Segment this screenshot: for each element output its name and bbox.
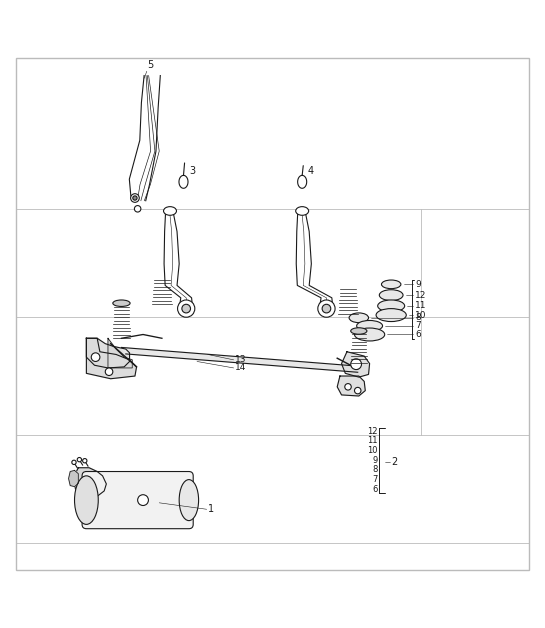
Ellipse shape [105,368,113,376]
Ellipse shape [322,305,331,313]
Ellipse shape [296,207,308,215]
Text: 10: 10 [367,446,378,455]
Ellipse shape [113,300,130,306]
Ellipse shape [178,300,195,317]
Ellipse shape [83,458,87,463]
Polygon shape [337,376,365,396]
Text: 9: 9 [372,456,378,465]
Ellipse shape [77,457,82,462]
Text: 12: 12 [367,426,378,436]
Text: 6: 6 [415,330,421,339]
Ellipse shape [351,328,367,334]
Ellipse shape [318,300,335,317]
Ellipse shape [135,205,141,212]
Ellipse shape [356,320,383,331]
Text: 3: 3 [189,166,195,176]
Text: 8: 8 [415,313,421,322]
Ellipse shape [354,387,361,394]
Text: 4: 4 [307,166,314,176]
Polygon shape [122,347,358,372]
Polygon shape [342,352,370,377]
FancyBboxPatch shape [82,472,193,529]
Text: 5: 5 [147,60,153,70]
Text: 7: 7 [415,322,421,330]
Text: 2: 2 [391,457,397,467]
Text: 12: 12 [415,291,427,300]
Text: 11: 11 [367,436,378,445]
Ellipse shape [131,193,140,202]
Ellipse shape [382,280,401,289]
Text: 9: 9 [415,280,421,289]
Ellipse shape [376,308,406,322]
Text: 6: 6 [372,485,378,494]
Ellipse shape [345,384,352,390]
Text: 11: 11 [415,301,427,310]
Polygon shape [87,338,137,379]
Ellipse shape [164,207,177,215]
Ellipse shape [354,328,385,341]
Ellipse shape [349,313,368,323]
Polygon shape [73,468,106,496]
Text: 13: 13 [235,355,246,364]
Ellipse shape [91,353,100,362]
Ellipse shape [379,290,403,301]
Text: 1: 1 [208,504,214,514]
Polygon shape [69,470,78,487]
Text: 7: 7 [372,475,378,484]
Text: 14: 14 [235,364,246,372]
Polygon shape [108,338,132,368]
Text: 8: 8 [372,465,378,474]
Ellipse shape [72,460,76,465]
Ellipse shape [182,305,191,313]
Ellipse shape [351,359,361,369]
Ellipse shape [138,495,148,506]
Ellipse shape [75,476,98,524]
Ellipse shape [133,196,137,200]
Ellipse shape [378,300,405,312]
Polygon shape [87,338,130,368]
Text: 10: 10 [415,311,427,320]
Ellipse shape [179,480,198,521]
